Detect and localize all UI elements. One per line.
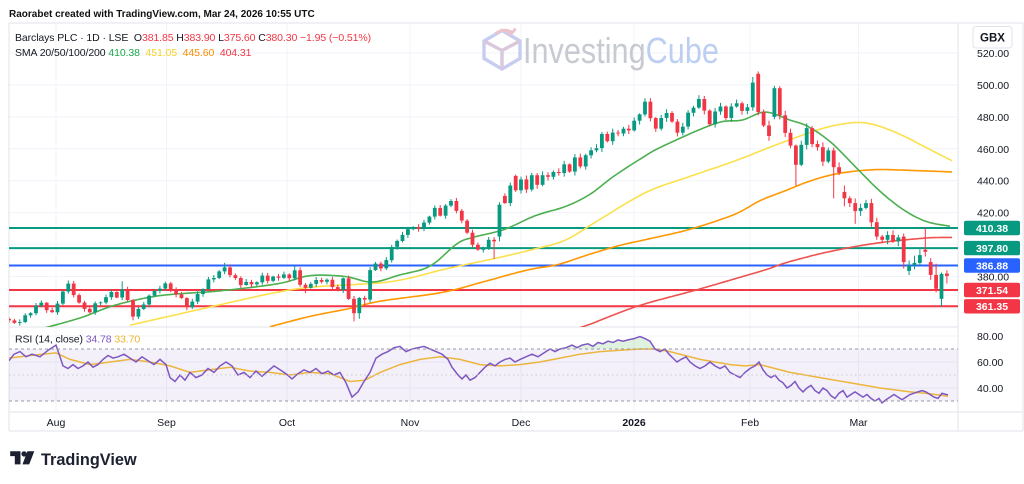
svg-text:520.00: 520.00 [977,48,1009,60]
svg-text:Raorabet created with TradingV: Raorabet created with TradingView.com, M… [9,9,315,20]
svg-text:80.00: 80.00 [977,331,1003,343]
svg-text:Feb: Feb [741,417,759,429]
svg-text:TradingView: TradingView [41,451,137,469]
svg-text:Sep: Sep [157,417,176,429]
svg-text:460.00: 460.00 [977,144,1009,156]
svg-text:361.35: 361.35 [976,301,1008,313]
svg-text:SMA 20/50/100/200 410.38 451.: SMA 20/50/100/200 410.38 451.05 445.60 4… [15,47,252,59]
svg-text:InvestingCube: InvestingCube [523,31,719,72]
svg-text:GBX: GBX [980,33,1005,45]
svg-text:Barclays PLC · 1D · LSE O381.: Barclays PLC · 1D · LSE O381.85 H383.90 … [15,32,371,44]
svg-text:60.00: 60.00 [977,357,1003,369]
svg-text:RSI (14, close) 34.78 33.70: RSI (14, close) 34.78 33.70 [15,334,140,346]
svg-text:40.00: 40.00 [977,383,1003,395]
svg-text:500.00: 500.00 [977,80,1009,92]
svg-text:Oct: Oct [279,417,295,429]
svg-text:Aug: Aug [47,417,66,429]
svg-text:2026: 2026 [622,417,646,429]
svg-text:Dec: Dec [512,417,531,429]
svg-text:440.00: 440.00 [977,176,1009,188]
svg-text:371.54: 371.54 [976,285,1008,297]
svg-text:420.00: 420.00 [977,208,1009,220]
svg-text:Nov: Nov [401,417,420,429]
svg-text:386.88: 386.88 [976,260,1008,272]
svg-text:410.38: 410.38 [976,223,1008,235]
svg-text:Mar: Mar [849,417,868,429]
svg-text:380.00: 380.00 [977,272,1009,284]
svg-text:480.00: 480.00 [977,112,1009,124]
svg-text:397.80: 397.80 [976,243,1008,255]
